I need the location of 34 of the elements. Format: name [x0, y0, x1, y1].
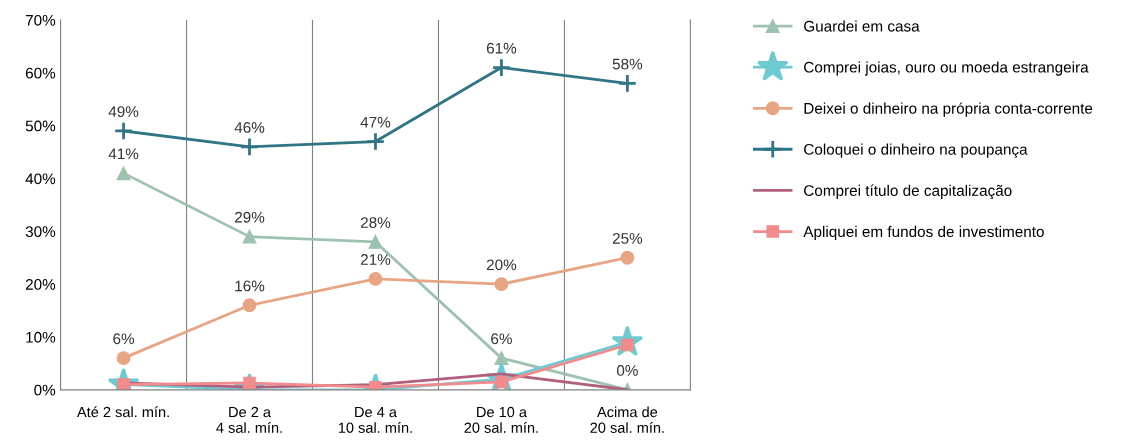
x-tick-label: De 2 a 4 sal. mín. — [216, 406, 282, 433]
data-label: 0% — [616, 365, 638, 376]
x-tick-label: De 4 a 10 sal. mín. — [338, 407, 412, 433]
y-tick-label: 40% — [25, 173, 56, 185]
legend-label: Comprei título de capitalização — [804, 184, 1012, 200]
y-tick-label: 30% — [25, 226, 56, 238]
y-tick-label: 10% — [26, 331, 56, 343]
x-tick-label: Acima de 20 sal. mín. — [590, 406, 664, 433]
data-label: 41% — [108, 148, 139, 160]
data-label: 6% — [113, 333, 135, 345]
data-label: 58% — [612, 58, 643, 70]
legend-label: Deixei o dinheiro na própria conta-corrente — [804, 102, 1093, 117]
legend-label: Guardei em casa — [804, 20, 920, 32]
x-tick-label: Até 2 sal. mín. — [76, 406, 169, 418]
legend-label: Coloquei o dinheiro na poupança — [804, 143, 1028, 158]
y-tick-label: 20% — [25, 279, 56, 290]
y-tick-label: 0% — [34, 384, 56, 396]
y-tick-label: 70% — [25, 14, 56, 26]
data-label: 20% — [486, 259, 517, 271]
data-label: 21% — [360, 254, 391, 265]
legend-label: Apliquei em fundos de investimento — [803, 225, 1044, 241]
data-label: 29% — [235, 211, 265, 223]
data-label: 46% — [234, 122, 265, 133]
data-label: 16% — [235, 280, 265, 292]
y-tick-label: 60% — [25, 67, 56, 79]
data-label: 61% — [486, 42, 517, 54]
data-label: 49% — [108, 106, 139, 118]
data-label: 25% — [612, 232, 643, 244]
x-tick-label: De 10 a 20 sal. mín. — [464, 406, 538, 433]
y-tick-label: 50% — [25, 120, 56, 132]
data-label: 47% — [360, 116, 391, 128]
data-label: 6% — [491, 333, 512, 345]
data-label: 28% — [360, 217, 391, 228]
legend-label: Comprei joias, ouro ou moeda estrangeira — [804, 61, 1089, 76]
